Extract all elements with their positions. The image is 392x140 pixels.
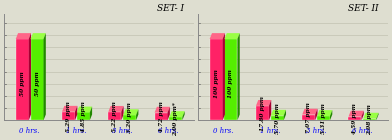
Text: 4.72 ppm: 4.72 ppm bbox=[158, 101, 163, 132]
Text: 100 ppm: 100 ppm bbox=[229, 69, 234, 98]
Polygon shape bbox=[315, 109, 318, 120]
Polygon shape bbox=[182, 111, 185, 120]
Bar bbox=[16, 39, 29, 120]
Polygon shape bbox=[271, 110, 286, 116]
Polygon shape bbox=[302, 109, 318, 115]
Bar bbox=[123, 115, 136, 120]
Text: 5.22 ppm: 5.22 ppm bbox=[112, 101, 117, 132]
Text: 2.08 ppm: 2.08 ppm bbox=[367, 104, 372, 135]
Polygon shape bbox=[121, 106, 123, 120]
Polygon shape bbox=[77, 107, 92, 112]
Text: 2.00 ppm*: 2.00 ppm* bbox=[173, 102, 178, 136]
Bar bbox=[169, 117, 182, 120]
Bar bbox=[271, 116, 284, 120]
Polygon shape bbox=[31, 33, 46, 39]
Polygon shape bbox=[123, 109, 138, 115]
Polygon shape bbox=[154, 107, 170, 113]
Polygon shape bbox=[317, 110, 332, 116]
Text: 5.70 ppm: 5.70 ppm bbox=[275, 103, 280, 134]
Polygon shape bbox=[361, 111, 364, 120]
Text: 7.07 ppm: 7.07 ppm bbox=[306, 102, 311, 133]
Polygon shape bbox=[225, 33, 240, 39]
Polygon shape bbox=[167, 107, 170, 120]
Polygon shape bbox=[210, 33, 225, 39]
Bar bbox=[256, 106, 269, 120]
Polygon shape bbox=[169, 111, 185, 117]
Bar bbox=[225, 39, 238, 120]
Bar bbox=[62, 112, 75, 120]
Polygon shape bbox=[238, 33, 240, 120]
Bar bbox=[154, 113, 167, 120]
Polygon shape bbox=[256, 100, 271, 106]
Polygon shape bbox=[136, 109, 138, 120]
Bar bbox=[348, 117, 361, 120]
Text: 5.29 ppm: 5.29 ppm bbox=[66, 101, 71, 132]
Polygon shape bbox=[223, 33, 225, 120]
Polygon shape bbox=[62, 106, 77, 112]
Text: SET- I: SET- I bbox=[158, 4, 184, 13]
Polygon shape bbox=[29, 33, 31, 120]
Bar bbox=[317, 116, 330, 120]
Text: 50 ppm: 50 ppm bbox=[34, 71, 40, 96]
Polygon shape bbox=[284, 110, 286, 120]
Bar bbox=[302, 115, 315, 120]
Bar bbox=[31, 39, 44, 120]
Polygon shape bbox=[75, 106, 77, 120]
Polygon shape bbox=[348, 111, 364, 117]
Text: 100 ppm: 100 ppm bbox=[214, 69, 219, 98]
Polygon shape bbox=[90, 107, 92, 120]
Polygon shape bbox=[269, 100, 271, 120]
Polygon shape bbox=[363, 113, 379, 119]
Polygon shape bbox=[44, 33, 46, 120]
Polygon shape bbox=[330, 110, 332, 120]
Text: 5.31 ppm: 5.31 ppm bbox=[321, 103, 326, 134]
Bar bbox=[210, 39, 223, 120]
Bar bbox=[108, 112, 121, 120]
Text: 50 ppm: 50 ppm bbox=[20, 71, 25, 96]
Polygon shape bbox=[108, 106, 123, 112]
Text: 4.59 ppm: 4.59 ppm bbox=[352, 103, 358, 134]
Text: 17.80 ppm: 17.80 ppm bbox=[260, 96, 265, 131]
Text: SET- II: SET- II bbox=[348, 4, 378, 13]
Bar bbox=[77, 112, 90, 120]
Bar bbox=[363, 119, 376, 120]
Text: 3.20 ppm: 3.20 ppm bbox=[127, 102, 132, 133]
Polygon shape bbox=[376, 113, 379, 120]
Polygon shape bbox=[16, 33, 31, 39]
Text: 4.85 ppm: 4.85 ppm bbox=[81, 101, 86, 132]
